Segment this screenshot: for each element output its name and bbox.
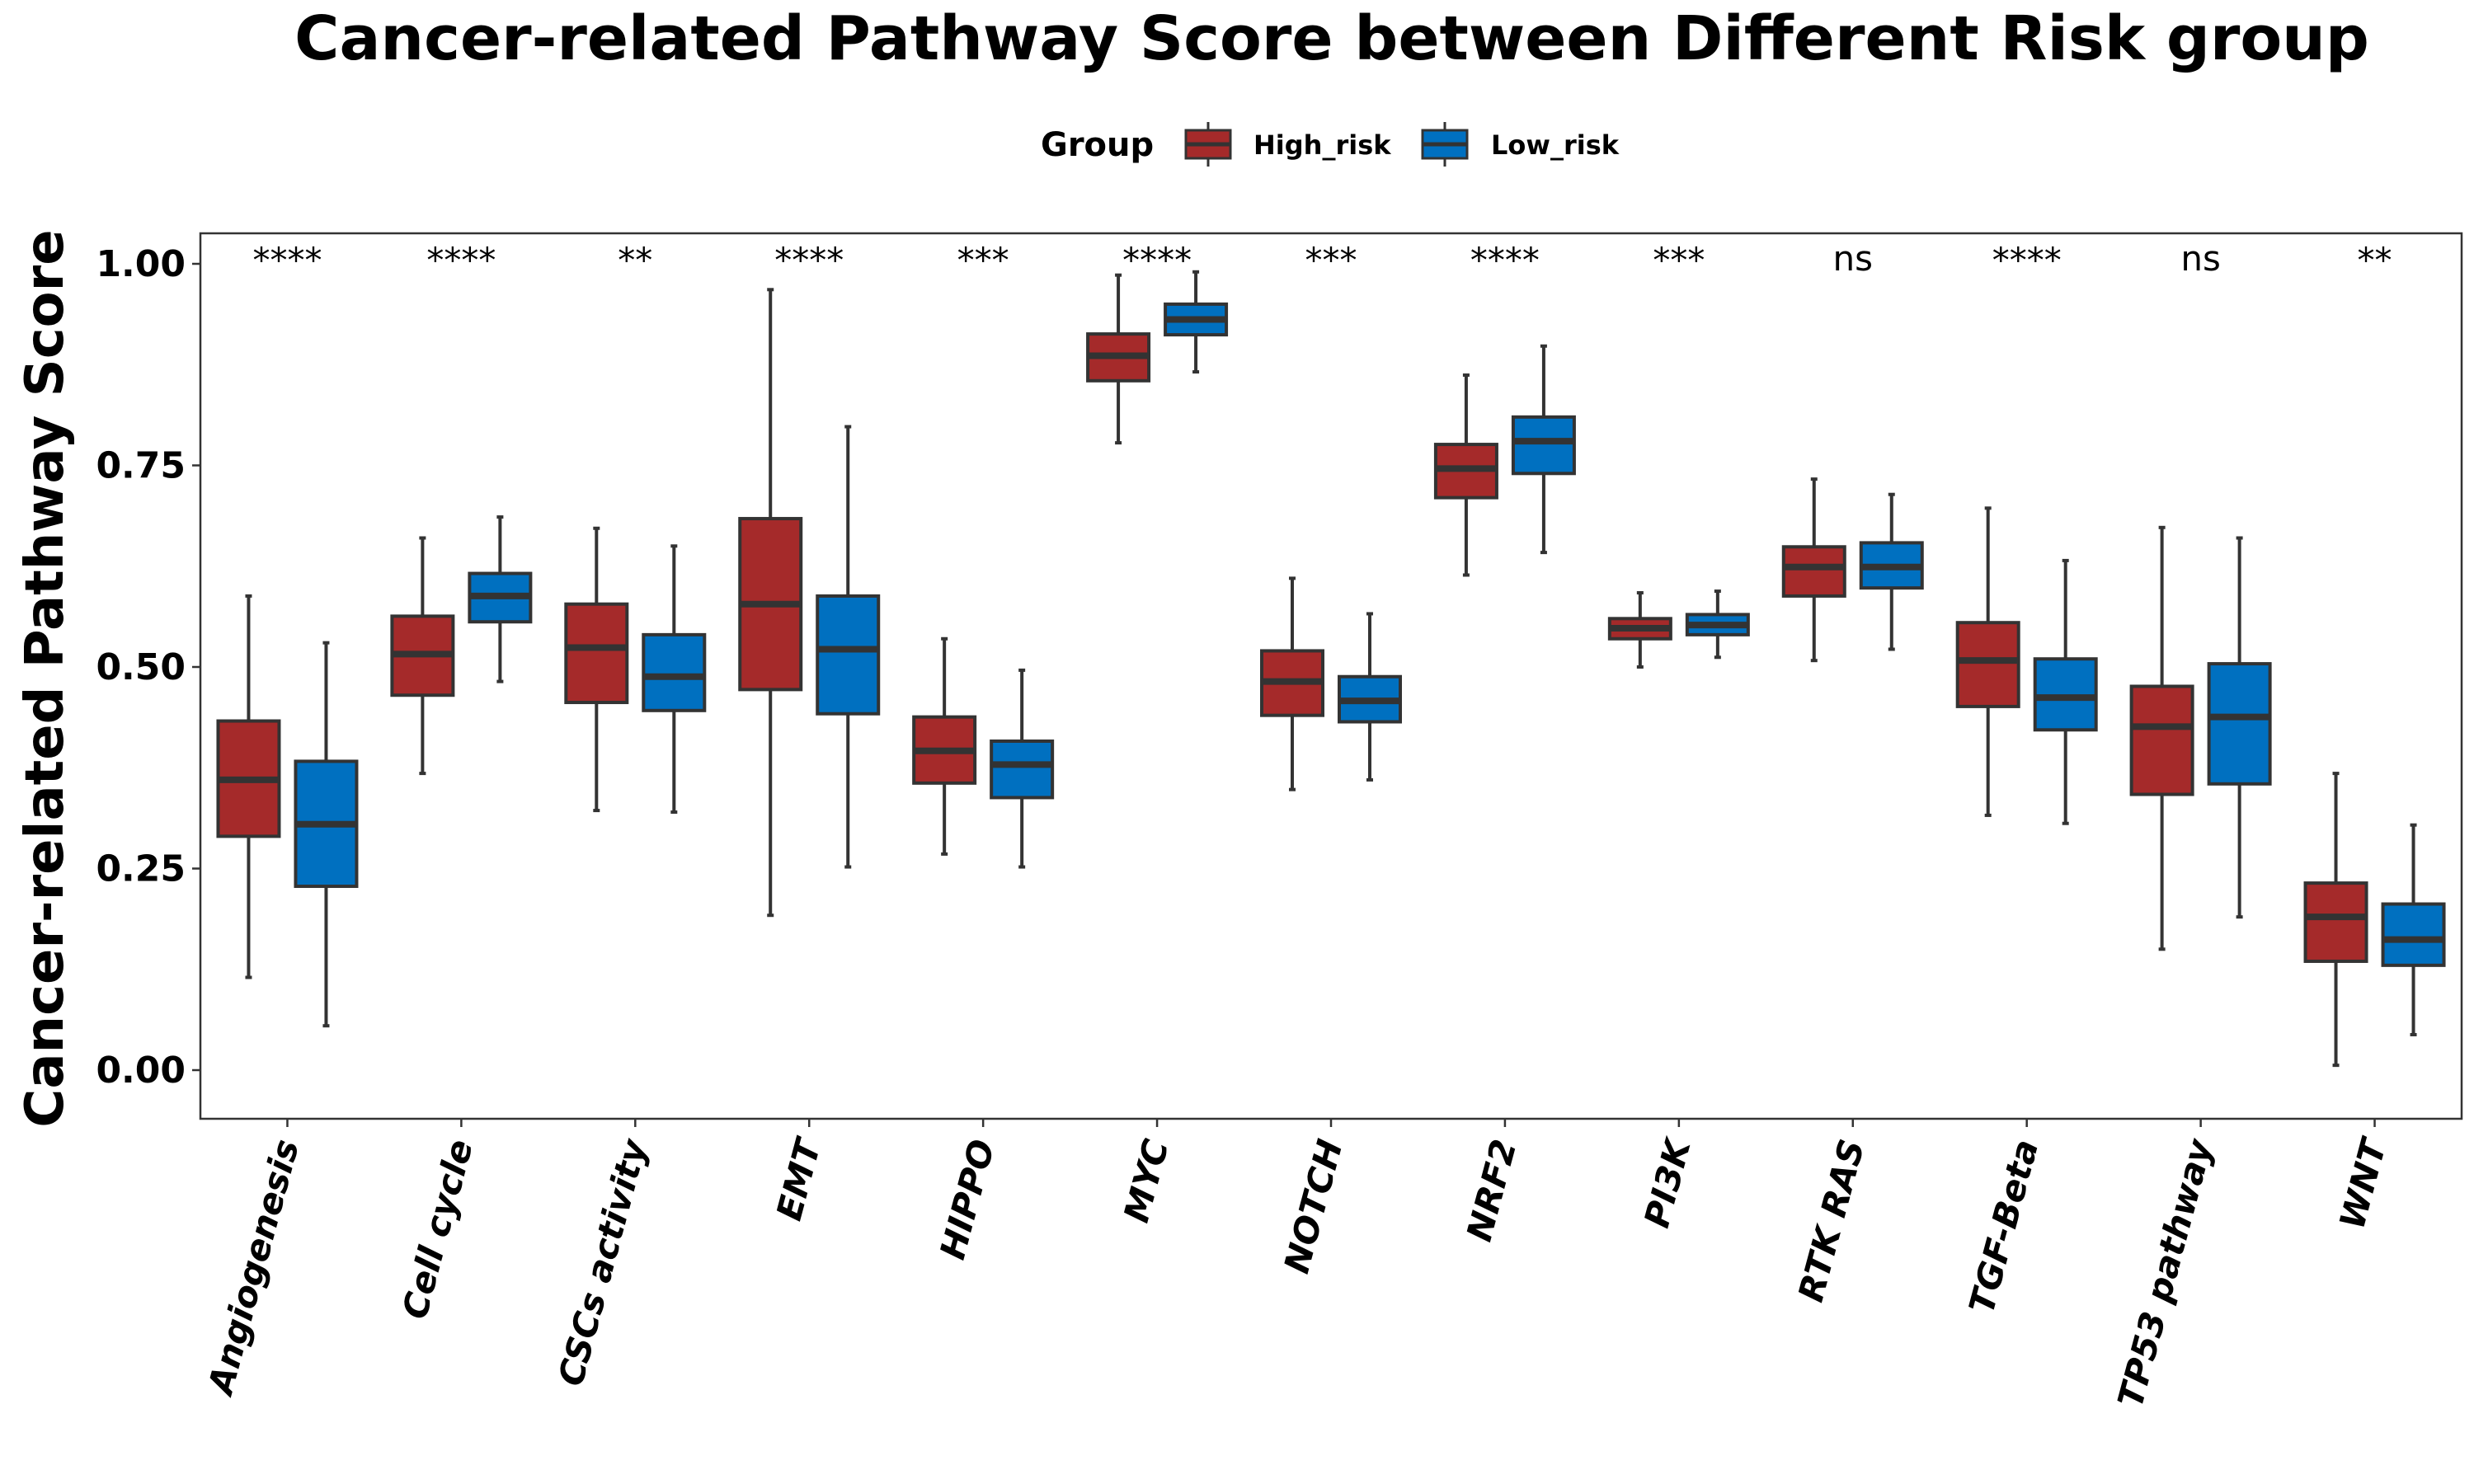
y-tick-label: 0.50 [96, 646, 186, 688]
box-low-risk [1511, 344, 1576, 555]
box-low-risk [1338, 612, 1402, 782]
y-axis-label: Cancer-related Pathway Score [15, 229, 76, 1127]
iqr-box [2303, 881, 2368, 963]
x-tick-label: CSCs activity [550, 1134, 655, 1390]
box-low-risk [1164, 270, 1229, 374]
y-tick-label: 0.75 [96, 445, 186, 487]
box-high-risk [1955, 506, 2020, 817]
box-high-risk [2129, 525, 2194, 951]
significance-label: *** [1653, 240, 1705, 280]
box-high-risk [1781, 477, 1846, 663]
box-high-risk [912, 636, 977, 856]
significance-labels: **** **** ** **** *** **** *** **** *** ns **** ns *… [252, 238, 2392, 280]
box-low-risk [642, 544, 707, 815]
legend-title: Group [1041, 126, 1154, 164]
iqr-box [2381, 902, 2446, 967]
x-tick-label: MYC [1116, 1135, 1177, 1227]
significance-label: **** [774, 240, 844, 280]
significance-label: **** [252, 240, 322, 280]
box-low-risk [2033, 558, 2098, 825]
x-tick-label: TGF-Beta [1961, 1135, 2046, 1317]
box-low-risk [1685, 589, 1750, 660]
iqr-box [990, 739, 1055, 800]
box-high-risk [564, 526, 629, 813]
significance-label: **** [426, 240, 496, 280]
box-low-risk [468, 515, 533, 683]
box-low-risk [990, 668, 1055, 869]
box-high-risk [216, 594, 281, 979]
box-high-risk [1607, 591, 1672, 669]
boxes [216, 270, 2446, 1068]
iqr-box [816, 594, 881, 716]
iqr-box [564, 602, 629, 705]
box-low-risk [2381, 823, 2446, 1036]
significance-label: **** [1122, 240, 1192, 280]
x-tick-label: WNT [2331, 1133, 2395, 1233]
box-high-risk [390, 536, 455, 776]
x-tick-label: HIPPO [932, 1135, 1003, 1264]
x-tick-label: NRF2 [1459, 1135, 1525, 1246]
box-low-risk [2207, 536, 2272, 919]
iqr-box [2129, 684, 2194, 796]
y-tick-label: 0.25 [96, 848, 186, 890]
y-axis: 0.00 0.25 0.50 0.75 1.00 [96, 243, 200, 1092]
box-low-risk [1859, 492, 1924, 651]
box-high-risk [1260, 576, 1324, 791]
x-tick-label: PI3K [1636, 1133, 1699, 1233]
legend-item-low-risk: Low_risk [1421, 122, 1620, 167]
box-high-risk [1086, 273, 1151, 445]
significance-label: ** [2358, 240, 2392, 280]
iqr-box [642, 632, 707, 712]
y-tick-label: 0.00 [96, 1050, 186, 1092]
significance-label: **** [1470, 240, 1540, 280]
significance-label: ** [618, 240, 652, 280]
chart-title: Cancer-related Pathway Score between Dif… [294, 3, 2369, 74]
legend-item-high-risk: High_risk [1184, 122, 1391, 167]
legend-items: High_risk Low_risk [1184, 122, 1620, 167]
iqr-box [1955, 621, 2020, 708]
x-tick-label: TP53 pathway [2109, 1134, 2220, 1411]
x-tick-label: Cell cycle [394, 1135, 481, 1323]
significance-label: ns [1833, 238, 1874, 279]
x-axis: Angiogenesis Cell cycle CSCs activity EMT HI… [200, 1119, 2395, 1411]
legend-label: High_risk [1253, 129, 1391, 161]
box-high-risk [2303, 772, 2368, 1068]
x-tick-label: EMT [769, 1133, 830, 1225]
box-high-risk [738, 288, 803, 918]
box-low-risk [294, 641, 359, 1028]
plot-panel [199, 232, 2463, 1120]
x-tick-label: NOTCH [1276, 1135, 1350, 1278]
box-high-risk [1433, 373, 1498, 577]
legend-label: Low_risk [1491, 129, 1620, 161]
iqr-box [1511, 415, 1576, 476]
legend: Group High_risk Low_risk [1041, 122, 1620, 167]
iqr-box [2207, 662, 2272, 786]
significance-label: *** [957, 240, 1009, 280]
significance-label: *** [1305, 240, 1357, 280]
iqr-box [1781, 545, 1846, 598]
x-tick-label: RTK RAS [1790, 1135, 1872, 1306]
significance-label: ns [2180, 238, 2221, 279]
y-tick-label: 1.00 [96, 243, 186, 285]
significance-label: **** [1992, 240, 2062, 280]
box-low-risk [816, 425, 881, 869]
x-tick-label: Angiogenesis [200, 1135, 307, 1401]
